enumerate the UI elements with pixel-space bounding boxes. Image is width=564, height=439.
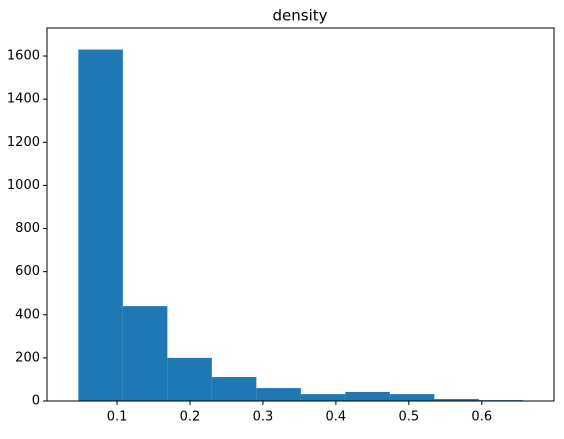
axes-frame bbox=[46, 27, 555, 402]
y-tick-label: 1000 bbox=[7, 178, 40, 193]
bar bbox=[122, 306, 168, 401]
bar bbox=[167, 357, 212, 401]
x-tick-label: 0.5 bbox=[398, 410, 419, 425]
bar bbox=[345, 391, 390, 401]
bar bbox=[389, 394, 435, 401]
y-tick-label: 1600 bbox=[7, 49, 40, 64]
x-tick-label: 0.3 bbox=[253, 410, 274, 425]
x-tick-label: 0.1 bbox=[107, 410, 128, 425]
y-tick-label: 1200 bbox=[7, 135, 40, 150]
y-tick-label: 0 bbox=[32, 394, 40, 409]
bar bbox=[78, 49, 123, 401]
bar bbox=[434, 399, 479, 401]
bar bbox=[300, 394, 346, 401]
x-tick-label: 0.2 bbox=[180, 410, 201, 425]
bar bbox=[211, 377, 257, 401]
y-tick-label: 200 bbox=[15, 350, 40, 365]
chart-title: density bbox=[273, 7, 328, 25]
y-tick-label: 1400 bbox=[7, 92, 40, 107]
x-tick-label: 0.6 bbox=[471, 410, 492, 425]
y-tick-label: 800 bbox=[15, 221, 40, 236]
bar bbox=[256, 388, 301, 401]
y-tick-label: 400 bbox=[15, 307, 40, 322]
x-tick-label: 0.4 bbox=[326, 410, 347, 425]
y-tick-label: 600 bbox=[15, 264, 40, 279]
